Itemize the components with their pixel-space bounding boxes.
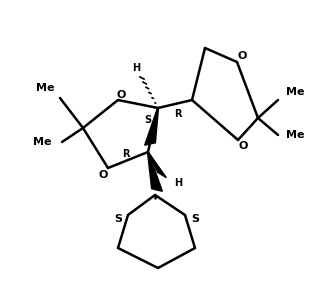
Polygon shape bbox=[145, 108, 159, 145]
Text: R: R bbox=[174, 109, 182, 119]
Text: Me: Me bbox=[33, 137, 51, 147]
Text: O: O bbox=[98, 170, 108, 180]
Text: Me: Me bbox=[286, 87, 304, 97]
Text: O: O bbox=[237, 51, 247, 61]
Text: S: S bbox=[114, 214, 122, 224]
Polygon shape bbox=[147, 152, 166, 178]
Text: Me: Me bbox=[36, 83, 54, 93]
Text: H: H bbox=[174, 178, 182, 188]
Text: H: H bbox=[132, 63, 140, 73]
Text: S: S bbox=[145, 115, 151, 125]
Text: O: O bbox=[116, 90, 126, 100]
Text: O: O bbox=[238, 141, 248, 151]
Text: R: R bbox=[122, 149, 130, 159]
Text: Me: Me bbox=[286, 130, 304, 140]
Text: S: S bbox=[191, 214, 199, 224]
Polygon shape bbox=[147, 152, 162, 191]
